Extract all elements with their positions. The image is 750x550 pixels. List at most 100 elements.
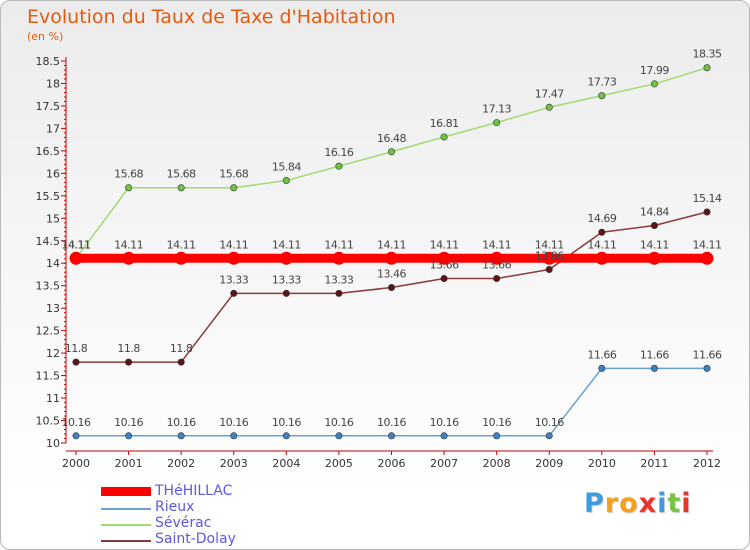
data-label: 14.69 (587, 212, 616, 225)
chart-unit: (en %) (27, 30, 64, 43)
data-point (174, 251, 188, 265)
data-label: 14.11 (377, 238, 406, 251)
data-point (700, 251, 714, 265)
data-label: 10.16 (482, 416, 511, 429)
data-label: 13.66 (430, 259, 459, 272)
logo-letter: P (584, 488, 605, 519)
data-label: 11.66 (693, 348, 722, 361)
data-point (545, 103, 553, 111)
data-point (335, 432, 343, 440)
data-point (177, 432, 185, 440)
x-tick-label: 2012 (693, 457, 721, 470)
data-label: 16.81 (430, 117, 459, 130)
data-point (72, 358, 80, 366)
y-tick-label: 10 (46, 437, 60, 450)
x-tick-label: 2011 (640, 457, 668, 470)
data-point (440, 133, 448, 141)
y-tick-label: 15 (46, 212, 60, 225)
data-label: 17.73 (587, 76, 616, 89)
data-label: 14.11 (62, 238, 91, 251)
data-label: 15.68 (114, 168, 143, 181)
data-label: 10.16 (167, 416, 196, 429)
legend-swatch (101, 487, 151, 496)
x-tick-label: 2003 (220, 457, 248, 470)
data-point (385, 251, 398, 265)
data-label: 17.47 (535, 87, 564, 100)
x-tick-label: 2001 (115, 457, 143, 470)
logo-letter: x (638, 488, 658, 519)
data-point (703, 208, 711, 216)
x-tick-label: 2010 (588, 457, 616, 470)
data-label: 14.11 (167, 238, 196, 251)
data-point (125, 432, 133, 440)
logo-letter: r (604, 488, 620, 519)
x-tick-label: 2009 (535, 457, 563, 470)
y-tick-label: 12.5 (36, 325, 61, 338)
data-point (387, 148, 395, 156)
data-label: 16.16 (324, 146, 353, 159)
proxiti-logo: Proxiti (584, 488, 692, 519)
x-tick-label: 2006 (378, 457, 406, 470)
logo-letter: i (657, 488, 668, 519)
data-label: 10.16 (430, 416, 459, 429)
data-label: 13.66 (482, 259, 511, 272)
data-point (493, 275, 501, 283)
data-point (650, 364, 658, 372)
data-label: 10.16 (272, 416, 301, 429)
data-label: 10.16 (62, 416, 91, 429)
data-point (335, 162, 343, 170)
data-point (230, 432, 238, 440)
data-point (437, 251, 451, 265)
data-label: 14.11 (640, 238, 669, 251)
data-point (335, 289, 343, 297)
data-label: 11.66 (640, 348, 669, 361)
y-tick-label: 12 (46, 347, 60, 360)
legend-swatch (101, 508, 151, 510)
data-point (332, 251, 346, 265)
data-label: 14.84 (640, 205, 669, 218)
data-point (227, 251, 241, 265)
data-label: 13.33 (324, 273, 353, 286)
line-chart: 10 10.5 11 11.5 12 12.5 13 13.5 14 14.5 15 15.5 16 16… (36, 48, 723, 470)
data-point (440, 275, 448, 283)
data-label: 13.33 (219, 273, 248, 286)
data-point (69, 251, 83, 265)
data-point (545, 266, 553, 274)
x-tick-label: 2002 (167, 457, 195, 470)
y-tick-label: 16.5 (36, 145, 61, 158)
data-label: 11.8 (117, 342, 140, 355)
data-label: 17.13 (482, 103, 511, 116)
data-label: 14.11 (587, 238, 616, 251)
data-label: 10.16 (324, 416, 353, 429)
data-label: 14.11 (219, 238, 248, 251)
y-tick-label: 15.5 (36, 190, 61, 203)
data-point (598, 228, 606, 236)
data-point (282, 432, 290, 440)
data-label: 15.68 (167, 168, 196, 181)
legend-label: Rieux (155, 499, 195, 515)
data-label: 15.84 (272, 161, 301, 174)
logo-letter: o (619, 488, 639, 519)
y-tick-label: 17 (46, 122, 60, 135)
data-point (490, 251, 504, 265)
logo-letter: t (667, 488, 682, 519)
legend-swatch (101, 524, 151, 526)
y-tick-label: 13.5 (36, 280, 61, 293)
x-tick-label: 2000 (62, 457, 90, 470)
data-point (493, 432, 501, 440)
data-label: 14.11 (62, 238, 91, 251)
data-label: 14.11 (114, 238, 143, 251)
y-tick-label: 14 (46, 257, 60, 270)
y-tick-label: 16 (46, 167, 60, 180)
data-label: 17.99 (640, 64, 669, 77)
data-point (542, 251, 556, 265)
legend-label: Saint-Dolay (155, 531, 236, 547)
data-point (440, 432, 448, 440)
chart-title: Evolution du Taux de Taxe d'Habitation (27, 6, 396, 28)
data-label: 13.46 (377, 268, 406, 281)
data-label: 16.48 (377, 132, 406, 145)
data-label: 15.68 (219, 168, 248, 181)
x-tick-label: 2007 (430, 457, 458, 470)
data-label: 11.8 (170, 342, 193, 355)
